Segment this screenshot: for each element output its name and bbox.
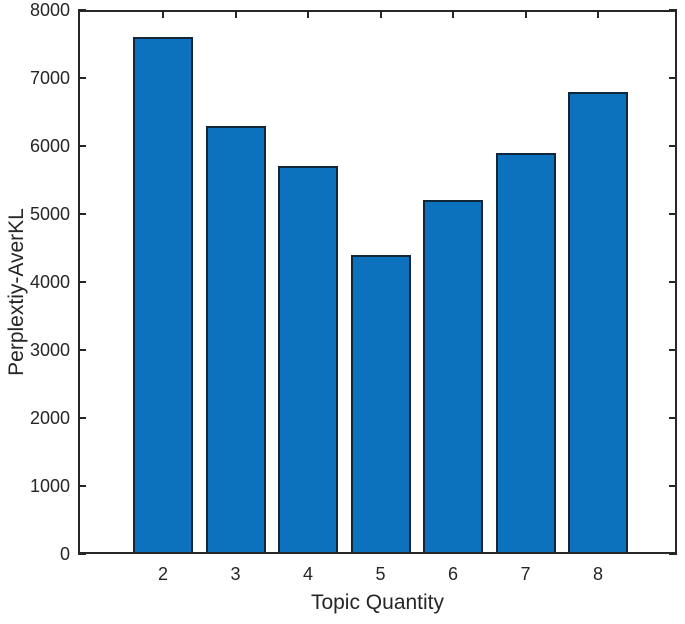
- y-tick-mark-left: [78, 9, 86, 11]
- x-tick-label: 6: [447, 564, 458, 584]
- x-tick-label: 5: [375, 564, 386, 584]
- bar-topic-2: [133, 37, 193, 554]
- y-tick-label: 7000: [29, 68, 70, 88]
- y-tick-label: 4000: [29, 272, 70, 292]
- y-tick-mark-left: [78, 349, 86, 351]
- bar-topic-7: [495, 153, 556, 554]
- y-tick-label: 2000: [29, 408, 70, 428]
- y-tick-labels: 0 1000 2000 3000 4000 5000 6000 7000 8000: [0, 0, 70, 564]
- x-tick-mark-top: [307, 10, 309, 18]
- plot-area: [78, 9, 677, 555]
- x-tick-mark-top: [379, 10, 382, 18]
- y-tick-mark-left: [78, 77, 86, 79]
- y-tick-label: 8000: [29, 0, 70, 20]
- x-tick-mark-top: [524, 10, 527, 18]
- y-tick-label: 6000: [29, 136, 70, 156]
- y-tick-label: 5000: [29, 204, 70, 224]
- y-tick-mark-left: [78, 213, 86, 215]
- y-tick-mark-right: [669, 145, 677, 147]
- y-tick-mark-right: [669, 281, 677, 283]
- bar-topic-6: [423, 200, 483, 554]
- y-tick-mark-left: [78, 485, 86, 487]
- y-tick-mark-left: [78, 553, 86, 555]
- y-tick-mark-right: [669, 77, 677, 79]
- x-tick-label: 3: [230, 564, 241, 584]
- x-tick-labels: 2 3 4 5 6 7 8: [78, 564, 677, 586]
- y-tick-mark-right: [669, 417, 677, 419]
- x-axis-label: Topic Quantity: [310, 591, 445, 614]
- x-tick-label: 8: [592, 564, 603, 584]
- bar-topic-8: [568, 92, 628, 554]
- y-tick-label: 1000: [29, 476, 70, 496]
- y-tick-label: 0: [59, 544, 70, 564]
- y-tick-mark-right: [669, 213, 677, 215]
- y-tick-mark-left: [78, 417, 86, 419]
- x-tick-mark-top: [162, 10, 164, 18]
- y-tick-mark-left: [78, 281, 86, 283]
- x-tick-mark-top: [452, 10, 454, 18]
- x-tick-label: 4: [302, 564, 313, 584]
- x-tick-mark-top: [234, 10, 237, 18]
- y-tick-mark-right: [669, 9, 677, 11]
- y-tick-mark-right: [669, 349, 677, 351]
- x-tick-mark-top: [597, 10, 599, 18]
- x-tick-label: 2: [157, 564, 168, 584]
- bar-topic-4: [278, 166, 338, 554]
- x-tick-label: 7: [520, 564, 531, 584]
- y-tick-mark-left: [78, 145, 86, 147]
- y-tick-mark-right: [669, 553, 677, 555]
- bar-topic-3: [205, 126, 266, 554]
- y-tick-label: 3000: [29, 340, 70, 360]
- y-tick-mark-right: [669, 485, 677, 487]
- bar-topic-5: [350, 255, 411, 554]
